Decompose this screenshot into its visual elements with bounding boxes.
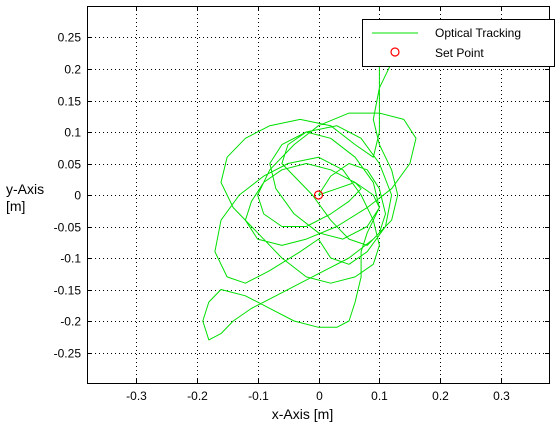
x-tick-label: -0.3 [126, 389, 147, 403]
x-tick-label: 0.1 [371, 389, 388, 403]
x-tick-label: 0.3 [493, 389, 510, 403]
tick-labels: -0.3 -0.2 -0.1 0 0.1 0.2 0.3 0.25 0.2 0.15 0.1 0.05… [54, 31, 511, 404]
legend-box [362, 19, 555, 67]
y-tick-label: -0.15 [54, 284, 82, 298]
x-tick-label: 0.2 [432, 389, 449, 403]
y-tick-label: 0.25 [58, 31, 82, 45]
y-axis-label: y-Axis [6, 181, 44, 197]
y-tick-label: 0.2 [64, 63, 81, 77]
y-tick-label: 0.1 [64, 126, 81, 140]
legend: Optical Tracking Set Point [362, 19, 555, 67]
legend-entry-optical-tracking: Optical Tracking [435, 26, 521, 40]
data-series [202, 43, 417, 341]
y-tick-label: -0.1 [60, 252, 81, 266]
x-tick-label: 0 [316, 389, 323, 403]
y-axis-unit-label: [m] [6, 198, 25, 214]
y-tick-label: 0.05 [58, 158, 82, 172]
x-tick-label: -0.1 [248, 389, 269, 403]
y-tick-label: 0 [74, 189, 81, 203]
y-tick-label: -0.2 [60, 315, 81, 329]
y-tick-label: 0.15 [58, 95, 82, 109]
x-axis-label: x-Axis [m] [272, 406, 333, 422]
y-tick-label: -0.05 [54, 221, 82, 235]
x-tick-label: -0.2 [187, 389, 208, 403]
plot-frame [87, 6, 550, 384]
legend-circle-marker [390, 47, 400, 57]
set-point-marker [313, 190, 324, 200]
y-tick-label: -0.25 [54, 347, 82, 361]
legend-entry-set-point: Set Point [435, 46, 484, 60]
optical-tracking-trajectory-line [202, 43, 417, 341]
